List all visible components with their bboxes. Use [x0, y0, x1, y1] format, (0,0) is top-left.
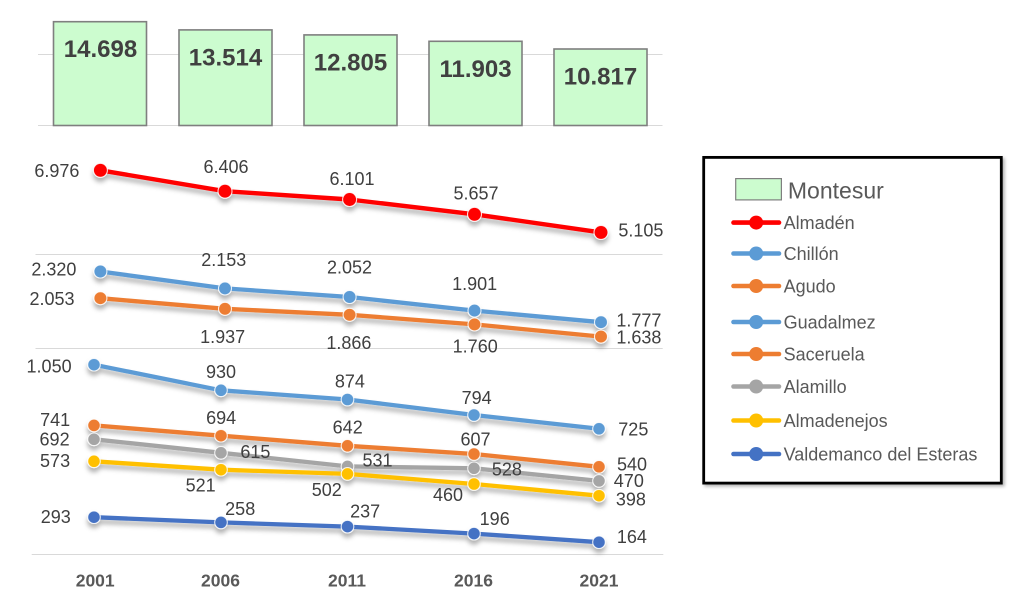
svg-text:Guadalmez: Guadalmez [784, 313, 876, 333]
svg-text:573: 573 [40, 451, 70, 471]
svg-text:2.320: 2.320 [31, 260, 76, 280]
svg-text:293: 293 [41, 507, 71, 527]
svg-text:502: 502 [312, 480, 342, 500]
svg-text:1.050: 1.050 [27, 356, 72, 376]
svg-text:Almadén: Almadén [784, 213, 855, 233]
svg-text:2006: 2006 [201, 570, 240, 590]
svg-text:1.638: 1.638 [616, 328, 661, 348]
svg-text:1.760: 1.760 [453, 337, 498, 357]
svg-text:2021: 2021 [580, 570, 619, 590]
svg-text:5.105: 5.105 [618, 221, 663, 241]
svg-text:460: 460 [433, 485, 463, 505]
svg-text:12.805: 12.805 [314, 49, 387, 76]
svg-text:Montesur: Montesur [788, 177, 884, 203]
svg-text:1.901: 1.901 [452, 274, 497, 294]
svg-text:6.976: 6.976 [34, 161, 79, 181]
svg-text:2011: 2011 [328, 570, 366, 590]
svg-text:Valdemanco del Esteras: Valdemanco del Esteras [784, 445, 978, 465]
svg-text:258: 258 [225, 499, 255, 519]
svg-text:794: 794 [462, 388, 492, 408]
svg-text:1.937: 1.937 [200, 327, 245, 347]
svg-text:Saceruela: Saceruela [784, 345, 866, 365]
svg-text:398: 398 [616, 490, 646, 510]
svg-text:2.053: 2.053 [29, 289, 74, 309]
svg-text:5.657: 5.657 [453, 184, 498, 204]
svg-text:10.817: 10.817 [564, 64, 637, 91]
svg-text:Chillón: Chillón [784, 244, 839, 264]
svg-text:11.903: 11.903 [439, 56, 511, 83]
svg-text:14.698: 14.698 [64, 36, 137, 63]
svg-text:Agudo: Agudo [784, 277, 836, 297]
svg-text:13.514: 13.514 [189, 44, 263, 71]
svg-text:Alamillo: Alamillo [784, 377, 847, 397]
svg-text:874: 874 [335, 371, 365, 391]
svg-text:1.866: 1.866 [326, 333, 371, 353]
svg-text:2001: 2001 [76, 570, 115, 590]
svg-text:1.777: 1.777 [616, 311, 661, 331]
svg-text:2.153: 2.153 [201, 250, 246, 270]
svg-text:930: 930 [206, 362, 236, 382]
svg-text:531: 531 [363, 450, 393, 470]
svg-text:642: 642 [333, 417, 363, 437]
svg-text:528: 528 [492, 460, 522, 480]
svg-text:692: 692 [40, 430, 70, 450]
svg-text:470: 470 [614, 471, 644, 491]
svg-text:Almadenejos: Almadenejos [784, 411, 888, 431]
svg-text:6.101: 6.101 [329, 169, 374, 189]
svg-text:607: 607 [460, 429, 490, 449]
svg-text:196: 196 [480, 509, 510, 529]
svg-text:521: 521 [186, 476, 216, 496]
svg-text:741: 741 [40, 410, 70, 430]
svg-text:237: 237 [350, 502, 380, 522]
svg-text:2.052: 2.052 [327, 258, 372, 278]
svg-text:164: 164 [617, 527, 647, 547]
svg-text:2016: 2016 [454, 570, 493, 590]
svg-text:694: 694 [206, 408, 236, 428]
svg-text:540: 540 [617, 454, 647, 474]
svg-text:725: 725 [618, 419, 648, 439]
svg-text:6.406: 6.406 [203, 157, 248, 177]
svg-text:615: 615 [240, 442, 270, 462]
